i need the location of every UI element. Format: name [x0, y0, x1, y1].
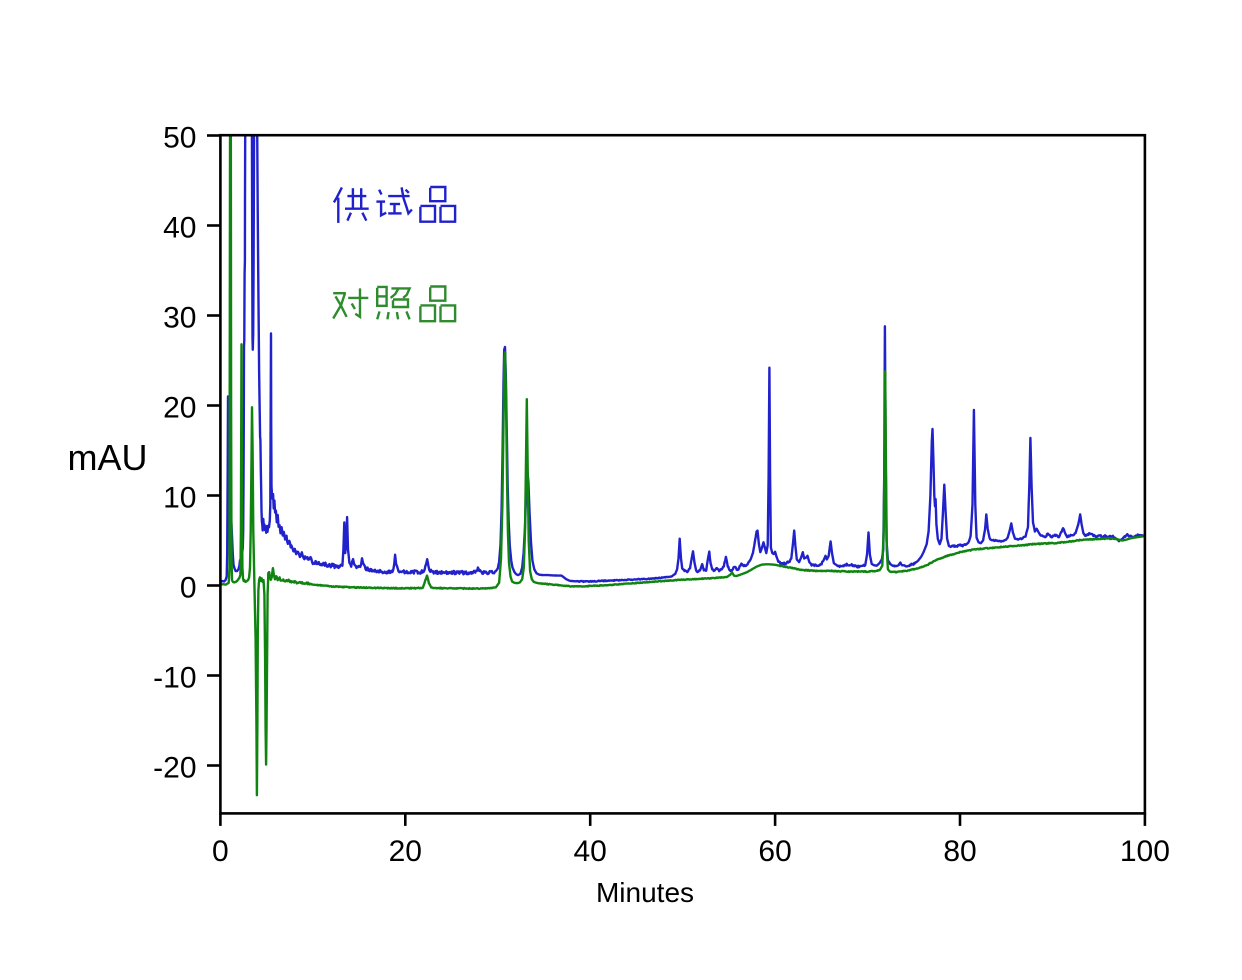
svg-text:Minutes: Minutes [596, 877, 694, 908]
svg-text:-10: -10 [153, 661, 196, 694]
svg-text:80: 80 [943, 835, 976, 868]
svg-text:0: 0 [180, 571, 197, 604]
svg-text:40: 40 [574, 835, 607, 868]
svg-text:60: 60 [758, 835, 791, 868]
svg-text:20: 20 [389, 835, 422, 868]
svg-text:-20: -20 [153, 751, 196, 784]
svg-text:20: 20 [163, 391, 196, 424]
svg-text:100: 100 [1120, 835, 1170, 868]
svg-text:50: 50 [163, 121, 196, 154]
svg-text:mAU: mAU [68, 437, 148, 478]
svg-text:0: 0 [212, 835, 229, 868]
svg-text:40: 40 [163, 211, 196, 244]
svg-text:30: 30 [163, 301, 196, 334]
svg-text:10: 10 [163, 481, 196, 514]
